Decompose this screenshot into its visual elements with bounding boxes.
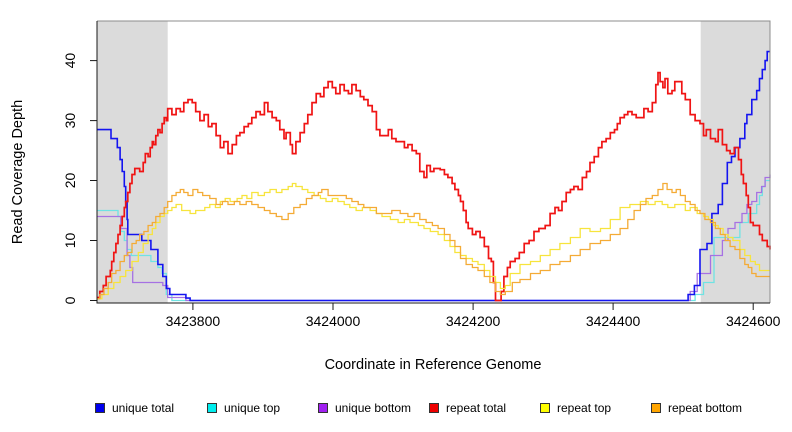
legend-label-unique-bottom: unique bottom: [335, 401, 412, 415]
line-unique-bottom: [97, 174, 771, 302]
legend-label-unique-total: unique total: [112, 401, 175, 415]
legend-label-repeat-bottom: repeat bottom: [668, 401, 743, 415]
legend-label-unique-top: unique top: [224, 401, 281, 415]
y-tick-label: 10: [62, 233, 78, 249]
legend-item-repeat-top: repeat top: [540, 399, 611, 417]
x-tick-label: 3424400: [586, 313, 641, 329]
legend-swatch-repeat-total: [429, 403, 439, 413]
legend-swatch-repeat-bottom: [651, 403, 661, 413]
shaded-regions: [97, 21, 770, 303]
line-unique-total: [97, 50, 770, 302]
plot-box-top-right: [97, 20, 771, 303]
y-tick-label: 20: [62, 173, 78, 189]
legend-swatch-repeat-top: [540, 403, 550, 413]
y-tick-label: 0: [62, 296, 78, 304]
x-axis-label: Coordinate in Reference Genome: [325, 357, 542, 373]
x-tick-label: 3423800: [166, 313, 221, 329]
legend-swatch-unique-top: [207, 403, 217, 413]
y-axis-label: Read Coverage Depth: [10, 100, 26, 244]
legend-swatch-unique-total: [95, 403, 105, 413]
shaded-region-left: [97, 21, 168, 303]
series-lines: [97, 50, 771, 302]
plot-box-left-bottom: [96, 21, 770, 304]
legend-swatch-unique-bottom: [318, 403, 328, 413]
line-repeat-total: [97, 71, 771, 302]
legend-item-unique-total: unique total: [95, 399, 174, 417]
legend-item-repeat-total: repeat total: [429, 399, 506, 417]
legend-item-unique-top: unique top: [207, 399, 280, 417]
x-tick-label: 3424600: [726, 313, 781, 329]
line-repeat-bottom: [97, 182, 770, 300]
line-unique-top: [97, 179, 770, 302]
line-repeat-top: [97, 182, 770, 300]
y-tick-label: 40: [62, 53, 78, 69]
axes: 3423800 3424000 3424200 3424400 3424600 0 10 20…: [62, 20, 781, 329]
x-tick-label: 3424200: [446, 313, 501, 329]
legend-label-repeat-total: repeat total: [446, 401, 507, 415]
legend-label-repeat-top: repeat top: [557, 401, 612, 415]
legend-item-repeat-bottom: repeat bottom: [651, 399, 742, 417]
y-tick-label: 30: [62, 113, 78, 129]
coverage-chart: 3423800 3424000 3424200 3424400 3424600 0 10 20…: [10, 20, 781, 373]
legend: unique total unique top unique bottom repea…: [0, 399, 792, 419]
legend-item-unique-bottom: unique bottom: [318, 399, 411, 417]
x-tick-label: 3424000: [306, 313, 361, 329]
